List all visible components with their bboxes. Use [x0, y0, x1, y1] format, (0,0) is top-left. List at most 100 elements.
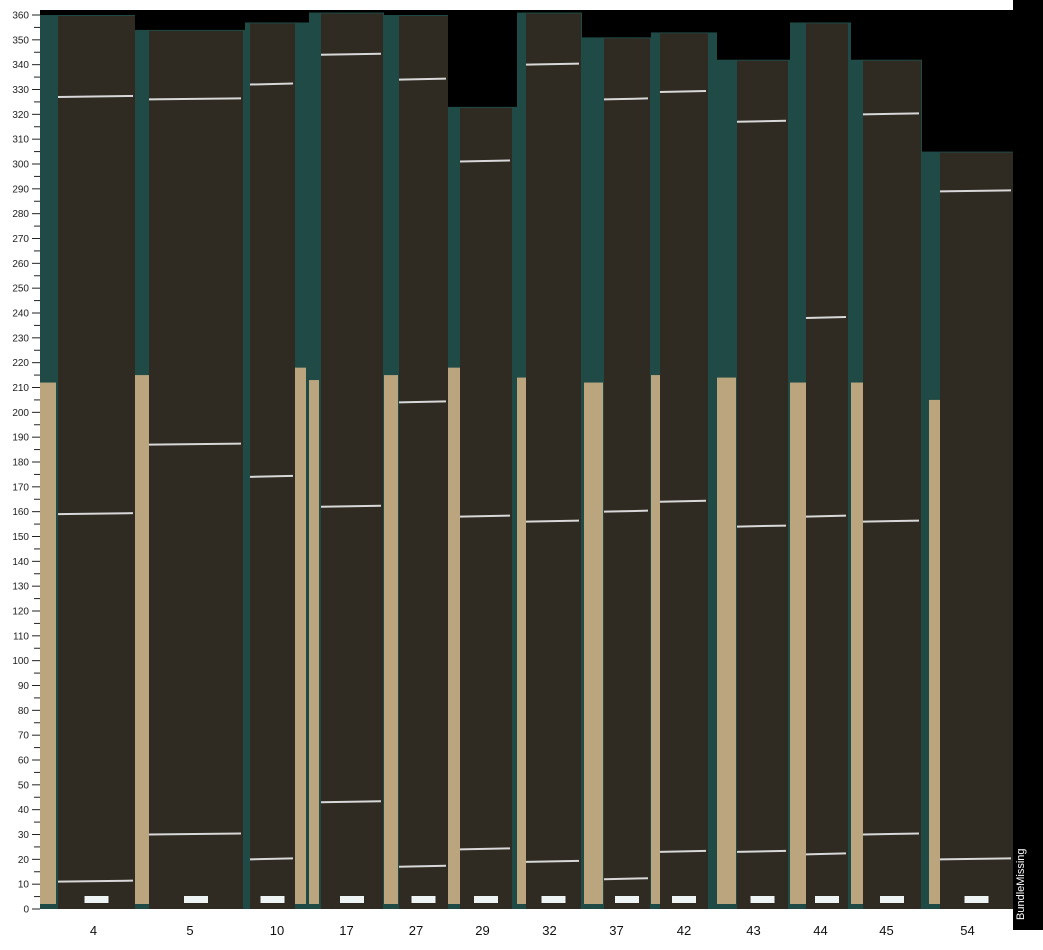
cut-mark [939, 857, 1012, 861]
board-tag [964, 896, 989, 903]
y-tick-label: 180 [12, 458, 29, 469]
y-tick-label: 130 [12, 582, 29, 593]
cut-mark [398, 77, 447, 81]
cut-mark [525, 859, 580, 863]
bundle-missing-label: BundleMissing [1015, 848, 1027, 920]
wood-board [737, 60, 788, 909]
backing-strip [717, 377, 736, 905]
backing-strip [135, 375, 149, 904]
category-label: 10 [270, 923, 284, 938]
y-tick-label: 200 [12, 408, 29, 419]
y-tick-label: 140 [12, 557, 29, 568]
y-tick-label: 160 [12, 507, 29, 518]
cut-mark [862, 832, 920, 836]
y-tick-label: 260 [12, 259, 29, 270]
y-tick-label: 280 [12, 209, 29, 220]
y-tick-label: 50 [18, 780, 30, 791]
y-tick-label: 70 [18, 731, 30, 742]
cut-mark [398, 400, 447, 404]
y-tick-label: 320 [12, 110, 29, 121]
cut-mark [805, 852, 847, 856]
wood-board [399, 16, 448, 909]
y-tick-label: 310 [12, 135, 29, 146]
category-label: 29 [475, 923, 489, 938]
y-tick-label: 330 [12, 85, 29, 96]
backing-strip [295, 367, 306, 905]
category-label: 27 [409, 923, 423, 938]
category-label: 5 [186, 923, 193, 938]
wood-board [321, 13, 383, 910]
backing-strip [517, 377, 527, 905]
cut-mark [57, 512, 134, 516]
y-tick-label: 10 [18, 880, 30, 891]
cut-mark [249, 82, 294, 86]
category-label: 43 [746, 923, 760, 938]
y-tick-label: 240 [12, 309, 29, 320]
y-tick-label: 110 [13, 631, 29, 642]
wood-board [149, 30, 243, 909]
cut-mark [736, 524, 787, 528]
backing-strip [40, 382, 56, 904]
cut-mark [939, 189, 1012, 193]
cut-mark [148, 97, 242, 101]
cut-mark [525, 519, 580, 523]
wood-board [58, 16, 135, 909]
backing-strip [448, 367, 460, 905]
board-tag [340, 896, 364, 903]
board-tag [541, 896, 566, 903]
board-tag [880, 896, 904, 903]
cut-mark [249, 857, 294, 861]
y-tick-label: 100 [12, 656, 29, 667]
y-tick-label: 210 [12, 383, 29, 394]
wood-board [863, 60, 921, 909]
wood-board [460, 107, 512, 910]
cut-mark [659, 499, 707, 503]
backing-strip [929, 399, 940, 904]
y-tick-label: 190 [12, 433, 29, 444]
cut-mark [57, 94, 134, 98]
cut-mark [320, 504, 382, 508]
backing-strip [309, 380, 319, 904]
cut-mark [249, 474, 294, 478]
backing-strip [384, 375, 398, 904]
y-tick-label: 90 [18, 681, 30, 692]
category-label: 32 [542, 923, 556, 938]
wood-board [806, 23, 848, 909]
y-tick-label: 290 [12, 184, 29, 195]
cut-mark [459, 847, 511, 851]
backing-strip [851, 382, 863, 904]
y-tick-label: 170 [12, 482, 29, 493]
y-tick-label: 340 [12, 60, 29, 71]
cut-mark [525, 62, 580, 66]
cut-mark [320, 800, 382, 804]
cut-mark [603, 97, 649, 101]
board-tag [411, 896, 436, 903]
wood-board [250, 23, 295, 909]
cut-mark [603, 877, 649, 881]
board-tag [615, 896, 639, 903]
y-tick-label: 80 [18, 706, 30, 717]
y-tick-label: 250 [12, 284, 29, 295]
category-label: 17 [339, 923, 353, 938]
cut-mark [57, 879, 134, 883]
backing-strip [651, 375, 660, 904]
wood-board [940, 152, 1013, 910]
y-tick-label: 150 [12, 532, 29, 543]
cut-mark [805, 514, 847, 518]
cut-mark [659, 89, 707, 93]
y-tick-label: 0 [23, 905, 29, 916]
y-tick-label: 20 [18, 855, 30, 866]
category-label: 44 [813, 923, 827, 938]
bundle-missing-panel [1013, 0, 1043, 930]
board-tag [84, 896, 109, 903]
wood-board [526, 13, 581, 910]
category-label: 42 [677, 923, 691, 938]
y-tick-label: 300 [12, 160, 29, 171]
y-tick-label: 360 [12, 11, 29, 22]
backing-strip [584, 382, 603, 904]
y-tick-label: 40 [18, 805, 30, 816]
category-label: 45 [879, 923, 893, 938]
cut-mark [862, 112, 920, 116]
cut-mark [862, 519, 920, 523]
cut-mark [805, 315, 847, 319]
